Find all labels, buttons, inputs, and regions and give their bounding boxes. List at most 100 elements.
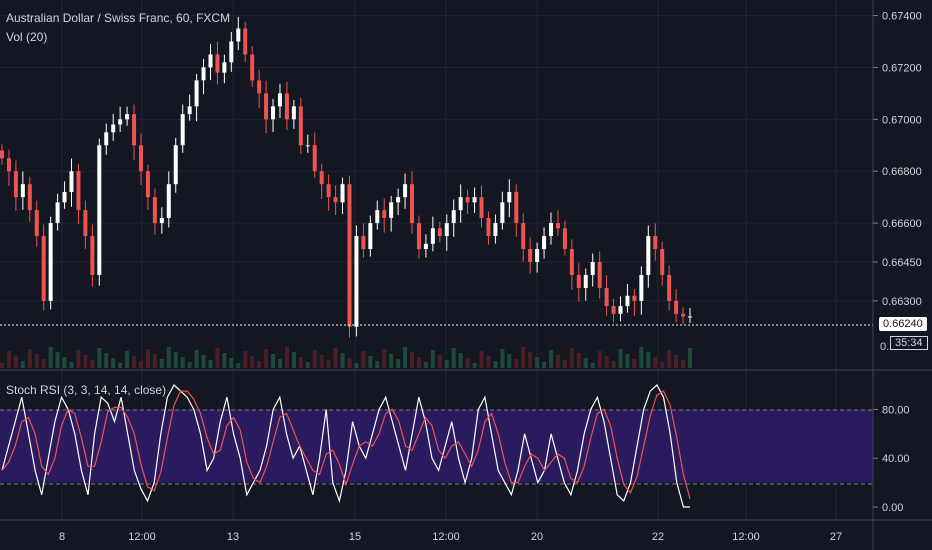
candle-body — [667, 274, 672, 301]
candle-body — [194, 80, 199, 107]
candle-body — [305, 145, 310, 147]
candle-body — [208, 54, 213, 68]
candle-body — [576, 274, 581, 288]
volume-bar — [535, 357, 540, 368]
volume-bar — [145, 349, 150, 368]
volume-bar — [555, 355, 560, 368]
candle-body — [535, 249, 540, 262]
candle-body — [222, 62, 227, 73]
volume-bar — [646, 352, 651, 368]
candle-body — [319, 171, 324, 185]
countdown-tag: 35:34 — [890, 336, 928, 350]
candle-body — [688, 316, 692, 318]
candle-body — [152, 197, 157, 224]
candle-body — [375, 210, 380, 224]
volume-bar — [521, 347, 526, 368]
candle-body — [215, 54, 220, 73]
time-tick-label: 8 — [59, 531, 65, 543]
time-tick-label: 27 — [830, 531, 842, 543]
current-price-tag: 0.66240 — [879, 317, 927, 331]
candle-body — [138, 145, 143, 172]
volume-bar — [410, 352, 415, 368]
volume-bar — [271, 354, 276, 368]
volume-bar — [111, 358, 116, 368]
candle-body — [69, 171, 74, 192]
volume-bar — [444, 360, 449, 368]
candle-body — [166, 184, 171, 218]
candle-body — [312, 145, 317, 172]
volume-bar — [382, 349, 387, 368]
volume-bar — [660, 362, 665, 368]
candle-body — [326, 184, 331, 198]
candle-body — [180, 114, 185, 146]
volume-bar — [604, 356, 609, 368]
volume-bar — [639, 347, 644, 368]
candle-body — [569, 249, 574, 275]
volume-bar — [368, 356, 373, 368]
volume-bar — [389, 354, 394, 368]
volume-bar — [132, 356, 137, 368]
candle-body — [389, 202, 394, 218]
candle-body — [368, 223, 373, 250]
volume-bar — [590, 363, 595, 368]
stoch-legend[interactable]: Stoch RSI (3, 3, 14, 14, close) — [6, 383, 167, 397]
stoch-axis[interactable]: 80.00 40.00 0.00 — [873, 404, 910, 514]
price-axis[interactable]: 0.67400 0.67200 0.67000 0.66800 0.66600 0.664… — [873, 11, 922, 308]
candle-body — [625, 295, 630, 307]
time-tick-label: 15 — [349, 531, 361, 543]
stoch-tick-label: 40.00 — [882, 453, 910, 465]
volume-bar — [83, 355, 88, 368]
time-tick-label: 13 — [227, 531, 239, 543]
candle-body — [555, 223, 560, 229]
candle-body — [521, 223, 526, 250]
candle-body — [549, 223, 554, 237]
time-axis[interactable]: 8 12:00 13 15 12:00 20 22 12:00 27 — [59, 531, 842, 543]
volume-bar — [159, 359, 164, 368]
candle-body — [125, 114, 130, 120]
volume-bar — [549, 350, 554, 368]
volume-bar — [277, 359, 282, 368]
candle-body — [479, 197, 484, 218]
volume-legend[interactable]: Vol (20) — [6, 30, 48, 44]
volume-bar — [48, 347, 53, 368]
candle-body — [34, 210, 39, 237]
volume-bar — [166, 347, 171, 368]
volume-bar — [333, 348, 338, 368]
volume-bar — [0, 363, 4, 368]
volume-bar — [291, 352, 296, 368]
volume-bar — [27, 349, 32, 368]
price-tick-label: 0.66300 — [882, 296, 922, 308]
candle-body — [83, 210, 88, 237]
volume-bar — [173, 352, 178, 368]
volume-bar — [319, 355, 324, 368]
candle-body — [132, 114, 137, 146]
volume-bar — [34, 354, 39, 368]
candle-body — [243, 28, 248, 55]
volume-bar — [236, 363, 241, 368]
candle-body — [472, 197, 477, 203]
symbol-title[interactable]: Australian Dollar / Swiss Franc, 60, FXC… — [6, 11, 231, 25]
candle-body — [250, 54, 255, 81]
candle-body — [257, 80, 262, 94]
volume-bar — [243, 351, 248, 368]
volume-bar — [514, 359, 519, 368]
volume-bar — [62, 357, 67, 368]
volume-bar — [451, 348, 456, 368]
candle-body — [507, 191, 512, 203]
candle-body — [41, 236, 46, 301]
volume-bar — [528, 352, 533, 368]
candle-body — [271, 106, 276, 120]
candle-body — [542, 236, 547, 250]
candle-body — [458, 197, 463, 211]
volume-bar — [493, 361, 498, 368]
candle-body — [340, 184, 345, 203]
volume-bar — [326, 360, 331, 368]
candle-body — [590, 261, 595, 275]
price-tick-label: 0.66600 — [882, 218, 922, 230]
volume-bar — [486, 356, 491, 368]
time-tick-label: 12:00 — [432, 531, 460, 543]
candle-body — [6, 158, 11, 172]
volume-bar — [375, 361, 380, 368]
volume-bar — [264, 349, 269, 368]
